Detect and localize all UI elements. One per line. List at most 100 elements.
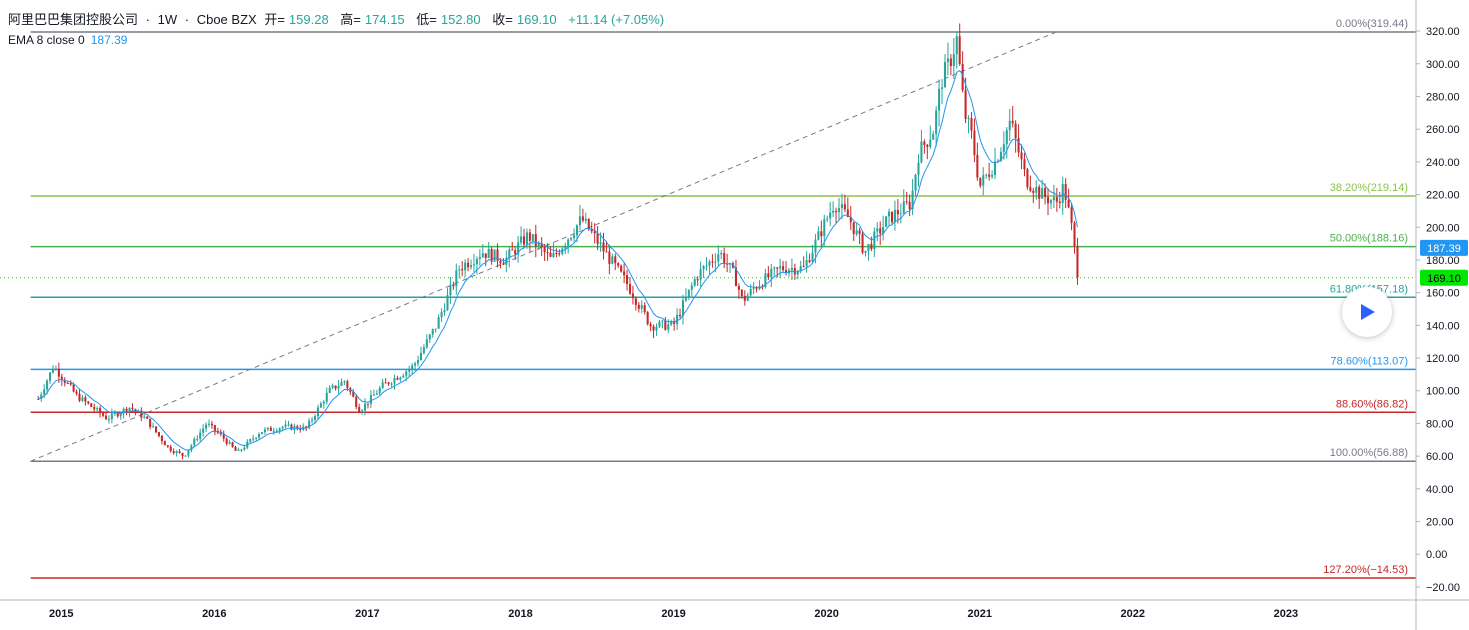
- candle-body-53: [193, 438, 196, 446]
- candle-body-190: [596, 233, 599, 244]
- candle-body-12: [72, 384, 75, 392]
- indicator-label: EMA 8 close 0: [8, 33, 85, 47]
- candle-body-122: [396, 378, 399, 380]
- play-icon: [1361, 304, 1375, 320]
- high-value: 174.15: [364, 12, 405, 27]
- candle-body-215: [670, 321, 673, 325]
- candle-body-286: [879, 228, 882, 234]
- candle-body-270: [832, 210, 835, 213]
- candle-body-228: [708, 261, 711, 266]
- candle-body-149: [475, 258, 478, 265]
- candle-body-120: [390, 383, 393, 385]
- candle-body-0: [37, 398, 40, 400]
- candle-body-224: [696, 279, 699, 281]
- candle-body-126: [408, 369, 411, 372]
- candle-body-343: [1046, 197, 1050, 204]
- candle-body-252: [779, 266, 782, 269]
- candle-body-180: [567, 239, 570, 246]
- candle-body-349: [1064, 183, 1067, 200]
- candle-body-96: [319, 403, 322, 408]
- candle-body-175: [552, 252, 555, 257]
- candle-body-129: [416, 359, 420, 364]
- candle-body-257: [793, 267, 796, 275]
- candle-body-148: [472, 264, 475, 266]
- candle-body-95: [316, 407, 319, 417]
- candle-body-325: [993, 161, 997, 175]
- candle-body-193: [605, 251, 608, 253]
- candle-body-229: [711, 261, 714, 263]
- candle-body-311: [952, 54, 955, 67]
- candle-body-318: [973, 130, 976, 155]
- candle-body-339: [1035, 186, 1038, 193]
- candle-body-261: [805, 260, 808, 267]
- candle-body-132: [425, 339, 428, 348]
- candle-body-312: [955, 36, 958, 55]
- candle-body-158: [502, 263, 505, 265]
- candle-body-237: [734, 267, 737, 287]
- candle-body-319: [976, 154, 979, 178]
- candle-body-300: [920, 141, 923, 163]
- candle-body-24: [107, 419, 110, 421]
- candle-body-4: [49, 372, 52, 381]
- symbol-name[interactable]: 阿里巴巴集团控股公司: [8, 12, 139, 27]
- candle-body-345: [1052, 197, 1055, 201]
- candle-body-80: [272, 430, 275, 432]
- candle-body-94: [313, 416, 317, 420]
- candle-body-207: [646, 312, 649, 325]
- candle-body-324: [991, 174, 994, 177]
- candle-body-328: [1002, 144, 1005, 152]
- candle-body-214: [667, 324, 670, 330]
- candle-body-92: [308, 420, 311, 428]
- candle-body-292: [896, 209, 899, 215]
- candle-body-35: [140, 410, 143, 418]
- candle-body-109: [358, 406, 361, 413]
- candle-body-327: [999, 151, 1002, 162]
- candle-body-64: [225, 438, 228, 444]
- candle-body-16: [84, 397, 87, 402]
- candle-body-150: [478, 256, 481, 259]
- candle-body-316: [967, 118, 970, 120]
- candle-body-230: [714, 261, 717, 263]
- candle-body-268: [826, 218, 829, 220]
- candle-body-46: [172, 451, 175, 454]
- candle-body-186: [584, 218, 587, 221]
- close-group: 收= 169.10: [492, 12, 560, 27]
- candle-body-244: [755, 288, 758, 290]
- candle-body-166: [525, 232, 528, 245]
- candle-body-115: [375, 393, 378, 395]
- candle-body-254: [784, 270, 788, 274]
- candle-body-104: [343, 381, 346, 383]
- candle-body-161: [511, 249, 514, 251]
- candle-body-221: [687, 289, 690, 297]
- candle-body-174: [549, 252, 552, 257]
- interval[interactable]: 1W: [157, 12, 178, 27]
- candle-body-302: [926, 144, 929, 147]
- candle-body-143: [458, 269, 461, 271]
- candle-body-267: [823, 219, 826, 237]
- candle-body-38: [149, 418, 152, 428]
- candle-body-66: [231, 442, 234, 447]
- candle-body-73: [252, 438, 255, 440]
- candle-body-320: [979, 177, 982, 186]
- candle-body-54: [196, 438, 199, 440]
- indicator-legend[interactable]: EMA 8 close 0 187.39: [8, 33, 127, 47]
- candle-body-41: [157, 432, 160, 436]
- candle-body-260: [802, 266, 805, 268]
- y-tick-label-10: 120.00: [1426, 353, 1460, 365]
- candle-body-31: [128, 407, 131, 413]
- candle-body-10: [66, 382, 69, 384]
- candle-body-203: [634, 298, 637, 305]
- candle-body-63: [222, 434, 225, 439]
- close-value: 169.10: [516, 12, 557, 27]
- candle-body-182: [573, 235, 576, 238]
- y-tick-label-9: 140.00: [1426, 320, 1460, 332]
- candle-body-36: [143, 416, 146, 418]
- candle-body-137: [440, 312, 443, 318]
- y-tick-label-14: 40.00: [1426, 484, 1454, 496]
- play-button[interactable]: [1342, 287, 1392, 337]
- low-label: 低=: [416, 12, 437, 27]
- candle-body-232: [720, 252, 723, 255]
- candle-body-147: [469, 265, 473, 268]
